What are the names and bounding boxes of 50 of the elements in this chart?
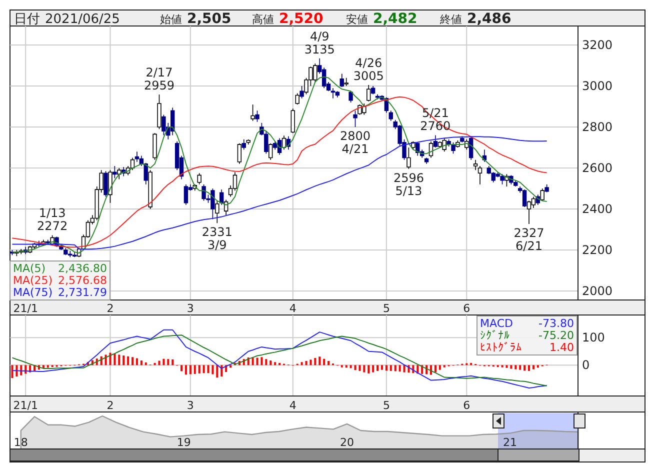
y-tick-label: 2000 [582, 284, 613, 298]
x-tick-label: 2 [106, 399, 114, 412]
y-tick-label: 3200 [582, 38, 613, 52]
x-tick-label: 4 [289, 399, 296, 412]
annotation: 日付 2021/06/25 [14, 12, 120, 27]
x-tick-label: 4 [289, 302, 296, 315]
series-label: MA(5) [13, 262, 46, 275]
annotation: 2800 4/21 [340, 129, 371, 156]
y-tick-label: 100 [582, 330, 605, 345]
annotation: 2331 3/9 [202, 225, 232, 252]
text: MA(75) [13, 286, 53, 299]
x-tick-label: 20 [340, 436, 354, 449]
text: MACD [480, 317, 513, 330]
y-tick-label: 2200 [582, 242, 613, 257]
text: MA(25) [13, 274, 53, 287]
x-tick-label: 3 [186, 399, 194, 412]
x-tick-label: 18 [14, 436, 28, 449]
x-tick-label: 21/1 [13, 302, 38, 315]
annotation: 2,576.68 [58, 274, 107, 287]
y-tick-label: 3000 [582, 79, 613, 94]
annotation: 1/13 2272 [37, 206, 68, 234]
x-tick-label: 5 [382, 302, 390, 315]
y-tick-label: 2400 [582, 202, 613, 216]
text: ｼｸﾞﾅﾙ [480, 329, 510, 342]
x-tick-label: 21 [503, 436, 518, 449]
x-tick-label: 2 [106, 302, 114, 315]
x-tick-label: 5 [382, 399, 390, 412]
text: 1.40 [550, 341, 574, 354]
y-tick-label: 2600 [582, 161, 613, 176]
annotation: 4/26 3005 [353, 56, 384, 84]
y-tick-label: 2800 [582, 120, 613, 134]
annotation: 高値 2,520 [252, 11, 324, 27]
annotation: -73.80 [538, 317, 574, 330]
annotation: 2/17 2959 [144, 65, 175, 92]
annotation: 始値 2,505 [160, 11, 232, 27]
annotation: 2,436.80 [58, 262, 107, 275]
annotation: 2327 6/21 [514, 226, 544, 253]
x-tick-label: 21/1 [13, 399, 38, 412]
annotation: 4/9 3135 [304, 29, 335, 56]
x-tick-label: 19 [176, 436, 191, 449]
annotation: 2596 5/13 [393, 170, 424, 198]
annotation: 安値 2,482 [346, 11, 418, 27]
x-tick-label: 6 [463, 399, 470, 412]
x-tick-label: 6 [463, 302, 470, 315]
x-tick-label: 3 [186, 302, 194, 315]
series-label: ﾋｽﾄｸﾞﾗﾑ [480, 341, 522, 354]
annotation: 終値 2,486 [439, 11, 512, 27]
y-tick-label: 0 [582, 358, 590, 372]
annotation: 2,731.79 [58, 286, 107, 299]
annotation: -75.20 [538, 329, 574, 342]
